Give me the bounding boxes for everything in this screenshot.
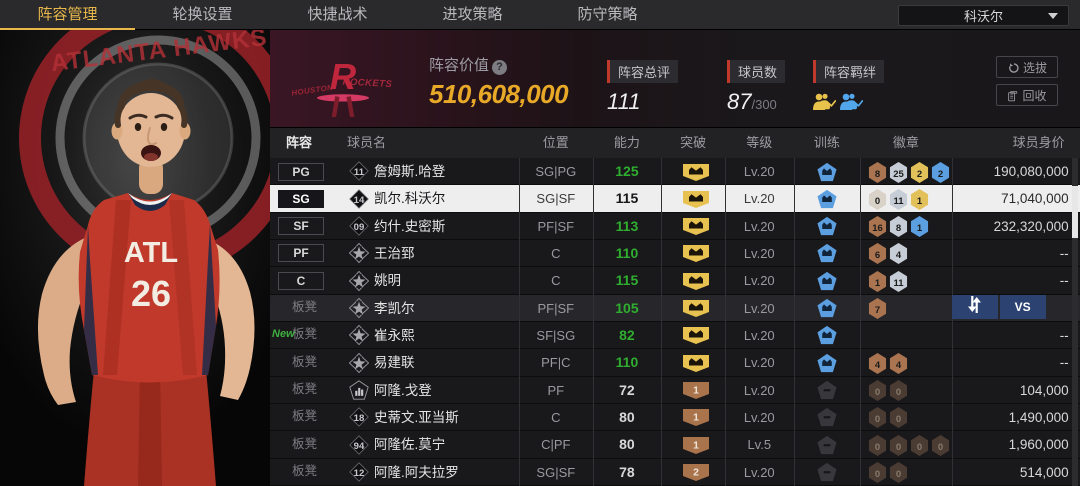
svg-text:7: 7 — [875, 305, 880, 316]
svg-text:12: 12 — [354, 468, 365, 479]
svg-text:0: 0 — [875, 196, 880, 207]
svg-text:0: 0 — [896, 469, 901, 480]
svg-text:09: 09 — [354, 222, 365, 233]
svg-text:0: 0 — [875, 387, 880, 398]
svg-text:1: 1 — [693, 412, 699, 424]
svg-text:0: 0 — [875, 414, 880, 425]
svg-text:0: 0 — [896, 442, 901, 453]
svg-text:ATL: ATL — [124, 237, 178, 269]
svg-text:4: 4 — [896, 250, 902, 261]
svg-text:18: 18 — [354, 413, 365, 424]
svg-text:4: 4 — [896, 360, 902, 371]
svg-text:R: R — [330, 56, 357, 97]
svg-text:26: 26 — [131, 273, 171, 314]
svg-text:11: 11 — [893, 278, 904, 289]
svg-text:1: 1 — [875, 278, 881, 289]
svg-text:94: 94 — [354, 440, 365, 451]
svg-text:8: 8 — [875, 168, 880, 179]
svg-text:0: 0 — [938, 442, 943, 453]
svg-text:6: 6 — [875, 250, 880, 261]
svg-text:2: 2 — [917, 168, 922, 179]
svg-text:2: 2 — [693, 467, 699, 479]
svg-text:0: 0 — [917, 442, 922, 453]
svg-text:0: 0 — [896, 387, 901, 398]
svg-text:1: 1 — [693, 439, 699, 451]
svg-text:25: 25 — [893, 168, 904, 179]
svg-text:8: 8 — [896, 223, 901, 234]
svg-text:11: 11 — [893, 196, 904, 207]
svg-text:2: 2 — [938, 168, 943, 179]
svg-text:4: 4 — [875, 360, 881, 371]
svg-text:14: 14 — [354, 195, 365, 206]
svg-text:11: 11 — [354, 167, 365, 178]
svg-text:0: 0 — [875, 442, 880, 453]
svg-text:1: 1 — [693, 385, 699, 397]
svg-text:16: 16 — [872, 223, 883, 234]
svg-text:0: 0 — [875, 469, 880, 480]
svg-text:1: 1 — [917, 223, 923, 234]
svg-text:0: 0 — [896, 414, 901, 425]
svg-text:1: 1 — [917, 196, 923, 207]
